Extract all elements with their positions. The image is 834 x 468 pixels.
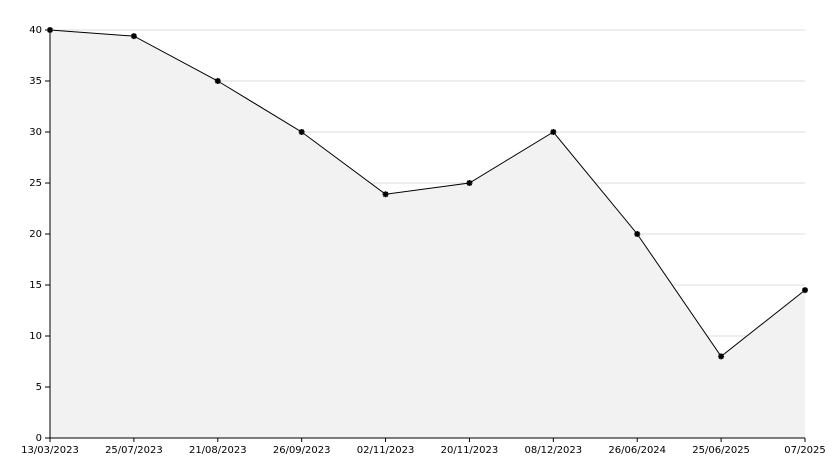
marker (466, 180, 473, 186)
marker (298, 129, 305, 135)
y-tick-label: 20 (29, 229, 42, 240)
area (50, 30, 805, 438)
marker (802, 287, 808, 294)
marker (550, 129, 557, 135)
y-tick-label: 40 (29, 25, 42, 36)
marker (382, 191, 389, 198)
x-tick-label: 25/06/2025 (692, 445, 750, 456)
y-tick-label: 35 (29, 76, 42, 87)
x-tick-label: 21/08/2023 (189, 445, 247, 456)
x-tick-label: 26/09/2023 (273, 445, 331, 456)
y-tick-label: 10 (29, 331, 42, 342)
marker (47, 27, 53, 33)
y-tick-label: 25 (29, 178, 42, 189)
x-tick-label: 20/11/2023 (441, 445, 499, 456)
y-tick-label: 15 (29, 280, 42, 291)
y-tick-label: 0 (36, 433, 42, 444)
x-tick-label: 13/03/2023 (21, 445, 79, 456)
marker (130, 33, 137, 40)
marker (718, 353, 725, 360)
x-tick-label: 25/07/2023 (105, 445, 163, 456)
marker (634, 231, 641, 237)
x-tick-label: 26/06/2024 (608, 445, 666, 456)
y-tick-label: 30 (29, 127, 42, 138)
x-tick-label: 08/12/2023 (525, 445, 583, 456)
y-tick-label: 5 (36, 382, 42, 393)
line (49, 29, 806, 358)
x-tick-label: 07/2025 (784, 445, 826, 456)
marker (214, 78, 221, 84)
x-tick-label: 02/11/2023 (357, 445, 415, 456)
